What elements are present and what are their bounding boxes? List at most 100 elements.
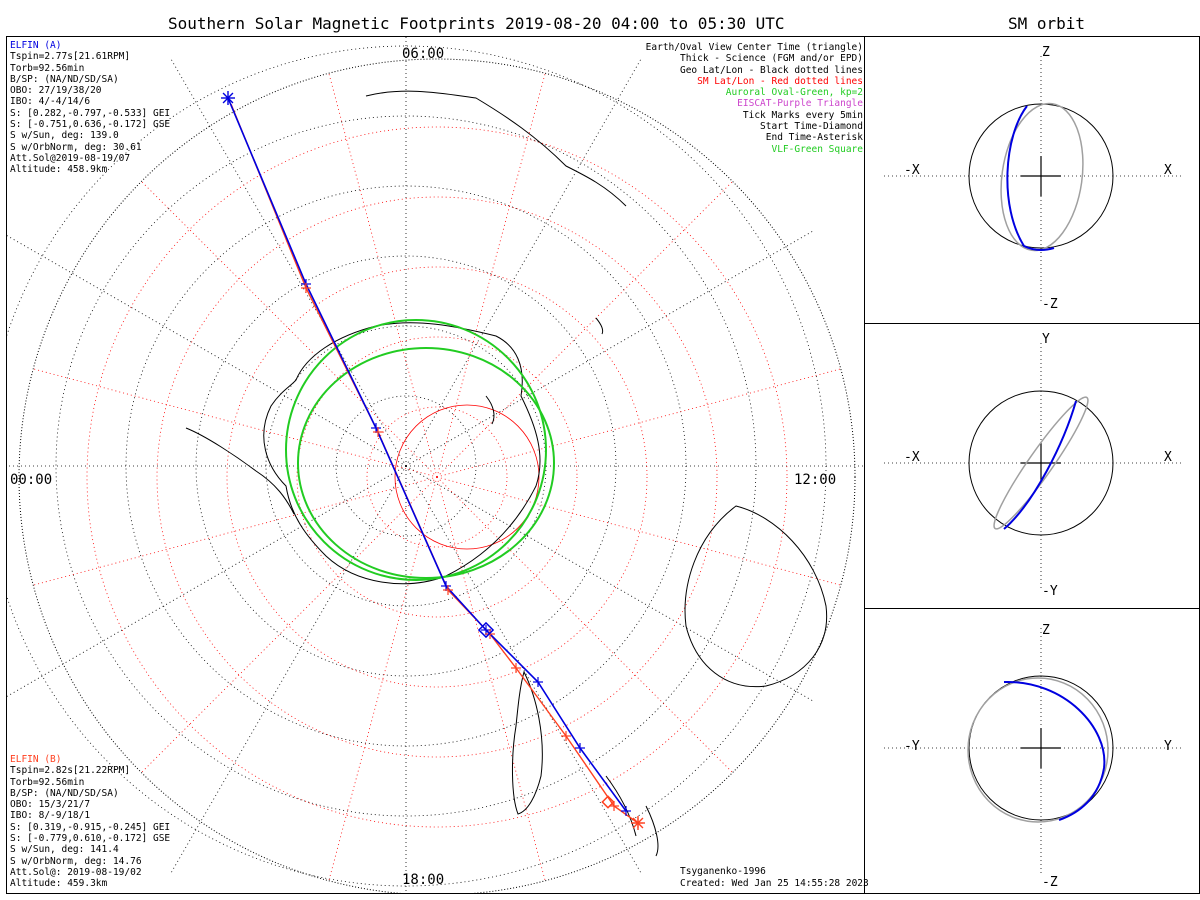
mlt-label-right: 12:00 (794, 472, 836, 488)
geo-lon-line (405, 58, 642, 467)
elfin-b-line: B/SP: (NA/ND/SD/SA) (10, 787, 119, 799)
geo-lon-line (405, 230, 814, 467)
model-label: Tsyganenko-1996 (680, 866, 766, 877)
polar-footprint-plot: 06:00 12:00 18:00 00:00 (6, 36, 865, 894)
main-title: Southern Solar Magnetic Footprints 2019-… (168, 14, 785, 33)
elfin-a-line: S w/OrbNorm, deg: 30.61 (10, 141, 142, 153)
legend-item: Auroral Oval-Green, kp=2 (725, 87, 863, 99)
elfin-b-track (230, 103, 639, 824)
legend-item: Earth/Oval View Center Time (triangle) (645, 42, 863, 53)
geo-lon-line (405, 465, 642, 874)
geo-lat-circle (335, 395, 477, 537)
legend-item: End Time-Asterisk (765, 132, 863, 144)
sm-lon-line (141, 476, 438, 773)
elfin-a-line: Att.Sol@2019-08-19/07 (10, 152, 131, 164)
legend-item: Thick - Science (FGM and/or EPD) (679, 53, 863, 65)
auroral-oval-inner (297, 347, 555, 579)
geo-lon-line (170, 58, 407, 467)
elfin-a-line: B/SP: (NA/ND/SD/SA) (10, 73, 119, 85)
geo-lat-circle (195, 255, 617, 677)
elfin-b-line: S: [-0.779,0.610,-0.172] GSE (10, 833, 171, 845)
sm-lat-circle (226, 266, 648, 688)
antarctica-coast (263, 322, 541, 585)
legend-item: VLF-Green Square (771, 143, 863, 155)
geo-lon-line (6, 234, 407, 467)
sm-lat-circle (86, 126, 788, 828)
sm-lat-circle (366, 406, 508, 548)
elfin-b-line: OBO: 15/3/21/7 (10, 799, 91, 811)
orbit-a-science (1003, 680, 1106, 821)
elfin-b-line: IBO: 8/-9/18/1 (10, 810, 91, 822)
elfin-a-line: IBO: 4/-4/14/6 (10, 96, 91, 108)
sm-grid (18, 58, 856, 894)
axis-label-left: -Y (904, 739, 920, 754)
geo-lon-line (170, 465, 407, 874)
sm-lat-circle (156, 196, 718, 758)
elfin-a-line: S: [-0.751,0.636,-0.172] GSE (10, 119, 171, 131)
elfin-a-line: OBO: 27/19/38/20 (10, 85, 102, 97)
elfin-a-end-asterisk (222, 92, 234, 104)
orbit-a-science (1006, 105, 1055, 252)
axis-label-bottom: -Z (1042, 875, 1058, 890)
sm-inner-circle (394, 404, 540, 550)
elfin-b-line: Altitude: 459.3km (10, 878, 108, 890)
indian-ocean-island (485, 395, 495, 425)
sm-lon-line (436, 73, 546, 478)
created-label: Created: Wed Jan 25 14:55:28 2023 (680, 878, 869, 889)
axis-label-left: -X (904, 163, 920, 178)
elfin-b-line: S w/Sun, deg: 141.4 (10, 844, 119, 856)
orbit-plot-xy: Y -Y -X X (884, 332, 1184, 599)
mlt-label-bottom: 18:00 (402, 872, 444, 888)
footprint-tracks (221, 91, 645, 830)
elfin-b-line: ELFIN (B) (10, 754, 62, 765)
axis-label-top: Z (1042, 45, 1050, 60)
axis-label-bottom: -Z (1042, 297, 1058, 312)
legend-item: Tick Marks every 5min (742, 109, 863, 121)
elfin-a-track (227, 97, 627, 812)
sm-lon-line (436, 368, 841, 478)
continents (185, 90, 828, 857)
elfin-b-start-diamond (601, 795, 615, 809)
south-america-coast (512, 670, 543, 815)
orbit-b (993, 396, 1089, 530)
axis-label-bottom: -Y (1042, 584, 1058, 599)
elfin-a-line: S: [0.282,-0.797,-0.533] GEI (10, 107, 171, 119)
geo-lon-line (405, 465, 814, 702)
sm-lon-line (141, 181, 438, 478)
africa-coast (365, 90, 627, 207)
elfin-b-line: S w/OrbNorm, deg: 14.76 (10, 855, 142, 867)
sm-lon-line (436, 476, 841, 586)
axis-label-right: X (1164, 163, 1172, 178)
elfin-a-line: ELFIN (A) (10, 40, 62, 51)
axis-label-left: -X (904, 450, 920, 465)
axis-label-right: X (1164, 450, 1172, 465)
sm-lon-line (436, 181, 733, 478)
sm-lon-line (33, 368, 438, 478)
elfin-a-line: S w/Sun, deg: 139.0 (10, 130, 119, 142)
sm-lon-line (436, 476, 546, 881)
sm-lon-line (328, 476, 438, 881)
peninsula-coast (185, 427, 295, 515)
mlt-label-left: 00:00 (10, 472, 52, 488)
orbit-b (967, 677, 1109, 823)
new-zealand-coast (605, 775, 659, 857)
auroral-oval (285, 319, 555, 581)
plot-boundary (18, 58, 856, 894)
orbit-plot-yz: Z -Z -Y Y (884, 623, 1184, 890)
side-title: SM orbit (1008, 14, 1086, 33)
elfin-b-line: Torb=92.56min (10, 776, 85, 788)
orbit-a-science (1003, 400, 1077, 530)
axis-label-top: Z (1042, 623, 1050, 638)
elfin-a-line: Torb=92.56min (10, 62, 85, 74)
elfin-a-line: Altitude: 458.9km (10, 164, 108, 176)
axis-label-right: Y (1164, 739, 1172, 754)
sm-lon-line (328, 73, 438, 478)
elfin-a-line: Tspin=2.77s[21.61RPM] (10, 51, 131, 63)
madagascar-coast (595, 317, 604, 335)
australia-coast (684, 505, 828, 688)
legend-item: EISCAT-Purple Triangle (737, 98, 863, 110)
mlt-label-top: 06:00 (402, 46, 444, 62)
legend-item: SM Lat/Lon - Red dotted lines (697, 75, 863, 87)
legend-item: Start Time-Diamond (760, 121, 863, 133)
geo-lat-circle (55, 115, 757, 817)
